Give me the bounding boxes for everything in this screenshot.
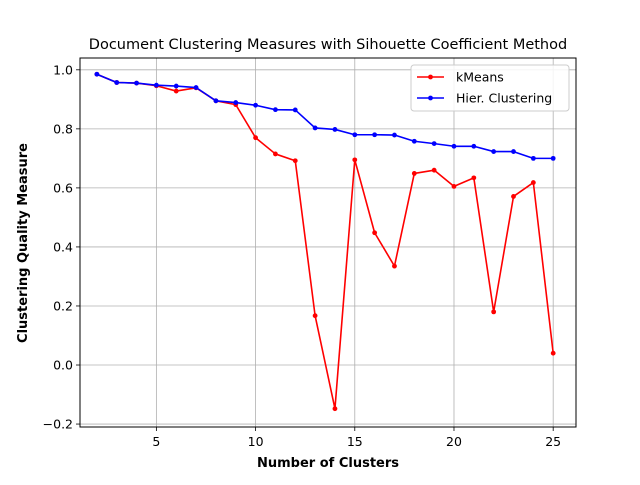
- data-point-hier-clustering: [471, 143, 477, 149]
- data-point-kmeans: [471, 175, 477, 181]
- data-point-hier-clustering: [134, 80, 139, 86]
- x-axis-label: Number of Clusters: [257, 456, 399, 471]
- data-point-kmeans: [173, 88, 179, 94]
- data-point-hier-clustering: [114, 80, 120, 85]
- data-point-hier-clustering: [550, 155, 556, 161]
- data-point-kmeans: [352, 157, 358, 163]
- y-tick-label: 0.6: [53, 180, 73, 195]
- data-point-kmeans: [511, 194, 516, 199]
- data-point-kmeans: [491, 309, 497, 315]
- legend-marker-hier-clustering: [428, 95, 433, 101]
- data-point-kmeans: [292, 158, 298, 164]
- data-point-kmeans: [372, 230, 378, 236]
- x-tick-label: 25: [545, 434, 561, 449]
- data-point-hier-clustering: [491, 149, 497, 154]
- data-point-hier-clustering: [451, 143, 457, 149]
- y-tick-label: 1.0: [53, 62, 73, 77]
- data-point-hier-clustering: [233, 100, 239, 105]
- data-point-hier-clustering: [530, 155, 536, 161]
- data-point-kmeans: [411, 171, 417, 176]
- y-tick-label: 0.4: [53, 239, 73, 254]
- data-point-kmeans: [312, 313, 318, 319]
- data-point-hier-clustering: [94, 71, 100, 77]
- x-tick-label: 10: [248, 434, 264, 449]
- series-line-kmeans: [96, 73, 554, 410]
- data-point-kmeans: [451, 184, 457, 189]
- data-point-hier-clustering: [173, 83, 179, 89]
- data-point-kmeans: [253, 135, 258, 141]
- data-point-hier-clustering: [213, 98, 219, 104]
- data-point-kmeans: [332, 406, 338, 412]
- data-point-kmeans: [392, 263, 397, 269]
- data-point-hier-clustering: [511, 149, 516, 154]
- data-point-kmeans: [273, 151, 278, 157]
- data-point-kmeans: [550, 350, 556, 356]
- data-point-hier-clustering: [431, 141, 437, 147]
- data-point-hier-clustering: [273, 107, 278, 113]
- data-point-hier-clustering: [332, 127, 338, 132]
- y-axis-label: Clustering Quality Measure: [16, 143, 31, 343]
- data-point-hier-clustering: [352, 132, 358, 138]
- data-point-hier-clustering: [153, 82, 159, 88]
- data-point-hier-clustering: [392, 132, 397, 138]
- data-point-hier-clustering: [292, 107, 298, 113]
- data-point-kmeans: [530, 180, 536, 185]
- x-tick-label: 5: [152, 434, 160, 449]
- data-point-hier-clustering: [411, 138, 417, 144]
- y-tick-label: 0.2: [53, 298, 73, 313]
- legend-label-hier-clustering: Hier. Clustering: [456, 91, 552, 106]
- x-tick-label: 15: [347, 434, 363, 449]
- x-tick-label: 20: [446, 434, 462, 449]
- tick-layer: 5 10 15 20 25 −0.2 0.0 0.2 0.4 0.6 0.8 1.0: [43, 62, 561, 449]
- y-tick-label: 0.0: [53, 358, 73, 373]
- data-point-hier-clustering: [372, 132, 378, 138]
- data-point-hier-clustering: [193, 85, 199, 90]
- plot-frame: [79, 57, 577, 428]
- legend-marker-kmeans: [428, 74, 433, 80]
- y-tick-label: −0.2: [43, 417, 73, 432]
- chart-title: Document Clustering Measures with Sihoue…: [89, 37, 567, 53]
- series-line-hier-clustering: [96, 73, 554, 160]
- legend-label-kmeans: kMeans: [456, 70, 504, 85]
- y-tick-label: 0.8: [53, 121, 73, 136]
- legend-box: [410, 64, 570, 112]
- data-point-hier-clustering: [253, 102, 258, 108]
- data-point-hier-clustering: [312, 125, 318, 131]
- series-layer: [94, 71, 556, 412]
- legend: kMeans Hier. Clustering: [410, 64, 570, 112]
- data-point-kmeans: [431, 167, 437, 173]
